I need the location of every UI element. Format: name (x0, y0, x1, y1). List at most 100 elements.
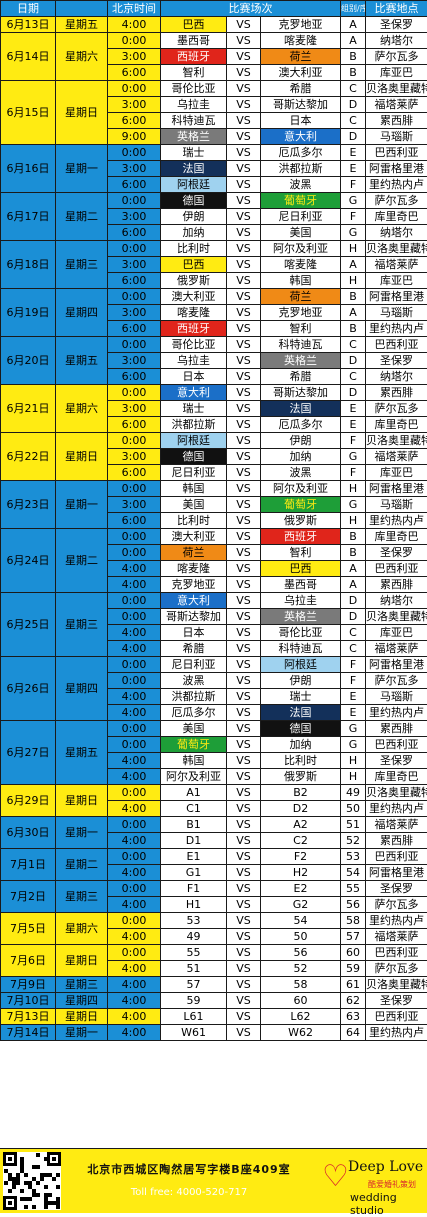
home-team-cell: 瑞士 (161, 401, 227, 417)
home-team-cell: F1 (161, 881, 227, 897)
away-team-cell: 美国 (261, 225, 341, 241)
venue-cell: 贝洛奥里藏特 (366, 977, 427, 993)
header-date: 日期 (1, 1, 56, 17)
home-team-cell: 阿尔及利亚 (161, 769, 227, 785)
vs-cell: VS (227, 209, 261, 225)
home-team-cell: 51 (161, 961, 227, 977)
qr-module (12, 1185, 16, 1189)
home-team-cell: 英格兰 (161, 129, 227, 145)
vs-cell: VS (227, 385, 261, 401)
header-weekday (56, 1, 108, 17)
date-cell: 6月15日 (1, 81, 56, 145)
weekday-cell: 星期五 (56, 337, 108, 385)
time-cell: 3:00 (108, 97, 161, 113)
time-cell: 0:00 (108, 193, 161, 209)
away-team-cell: 伊朗 (261, 673, 341, 689)
home-team-cell: 波黑 (161, 673, 227, 689)
vs-cell: VS (227, 833, 261, 849)
time-cell: 4:00 (108, 833, 161, 849)
away-team-cell: 乌拉圭 (261, 593, 341, 609)
qr-module (36, 1153, 40, 1157)
time-cell: 4:00 (108, 705, 161, 721)
time-cell: 0:00 (108, 721, 161, 737)
away-team-cell: 50 (261, 929, 341, 945)
date-cell: 7月5日 (1, 913, 56, 945)
vs-cell: VS (227, 753, 261, 769)
time-cell: 0:00 (108, 657, 161, 673)
time-cell: 6:00 (108, 225, 161, 241)
time-cell: 0:00 (108, 33, 161, 49)
vs-cell: VS (227, 1009, 261, 1025)
away-team-cell: 波黑 (261, 177, 341, 193)
away-team-cell: 荷兰 (261, 289, 341, 305)
vs-cell: VS (227, 529, 261, 545)
away-team-cell: 荷兰 (261, 49, 341, 65)
time-cell: 0:00 (108, 913, 161, 929)
time-cell: 6:00 (108, 465, 161, 481)
vs-cell: VS (227, 769, 261, 785)
vs-cell: VS (227, 305, 261, 321)
venue-cell: 里约热内卢 (366, 1025, 427, 1041)
time-cell: 4:00 (108, 753, 161, 769)
group-cell: H (341, 753, 366, 769)
away-team-cell: 德国 (261, 721, 341, 737)
qr-module (44, 1205, 48, 1209)
vs-cell: VS (227, 961, 261, 977)
home-team-cell: 尼日利亚 (161, 465, 227, 481)
date-cell: 6月21日 (1, 385, 56, 433)
vs-cell: VS (227, 865, 261, 881)
weekday-cell: 星期六 (56, 913, 108, 945)
group-cell: B (341, 289, 366, 305)
home-team-cell: 智利 (161, 65, 227, 81)
home-team-cell: 厄瓜多尔 (161, 705, 227, 721)
group-cell: A (341, 577, 366, 593)
vs-cell: VS (227, 145, 261, 161)
away-team-cell: 瑞士 (261, 689, 341, 705)
group-cell: 49 (341, 785, 366, 801)
group-cell: F (341, 433, 366, 449)
home-team-cell: 加纳 (161, 225, 227, 241)
vs-cell: VS (227, 17, 261, 33)
group-cell: 60 (341, 945, 366, 961)
away-team-cell: 阿根廷 (261, 657, 341, 673)
home-team-cell: 韩国 (161, 753, 227, 769)
time-cell: 6:00 (108, 273, 161, 289)
time-cell: 0:00 (108, 337, 161, 353)
venue-cell: 阿雷格里港 (366, 865, 427, 881)
vs-cell: VS (227, 673, 261, 689)
header-venue: 比赛地点 (366, 1, 427, 17)
venue-cell: 累西腓 (366, 577, 427, 593)
weekday-cell: 星期日 (56, 1009, 108, 1025)
time-cell: 4:00 (108, 897, 161, 913)
venue-cell: 贝洛奥里藏特 (366, 609, 427, 625)
away-team-cell: 智利 (261, 545, 341, 561)
time-cell: 4:00 (108, 865, 161, 881)
venue-cell: 巴西利亚 (366, 737, 427, 753)
home-team-cell: 荷兰 (161, 545, 227, 561)
away-team-cell: 墨西哥 (261, 577, 341, 593)
venue-cell: 福塔莱萨 (366, 257, 427, 273)
vs-cell: VS (227, 1025, 261, 1041)
date-cell: 6月22日 (1, 433, 56, 481)
group-cell: F (341, 177, 366, 193)
date-cell: 7月6日 (1, 945, 56, 977)
venue-cell: 圣保罗 (366, 17, 427, 33)
date-cell: 6月13日 (1, 17, 56, 33)
time-cell: 0:00 (108, 945, 161, 961)
vs-cell: VS (227, 225, 261, 241)
vs-cell: VS (227, 337, 261, 353)
time-cell: 4:00 (108, 577, 161, 593)
time-cell: 4:00 (108, 977, 161, 993)
home-team-cell: 美国 (161, 497, 227, 513)
qr-module (32, 1205, 36, 1209)
vs-cell: VS (227, 449, 261, 465)
away-team-cell: F2 (261, 849, 341, 865)
time-cell: 3:00 (108, 401, 161, 417)
venue-cell: 圣保罗 (366, 993, 427, 1009)
time-cell: 3:00 (108, 353, 161, 369)
venue-cell: 巴西利亚 (366, 945, 427, 961)
venue-cell: 萨尔瓦多 (366, 193, 427, 209)
